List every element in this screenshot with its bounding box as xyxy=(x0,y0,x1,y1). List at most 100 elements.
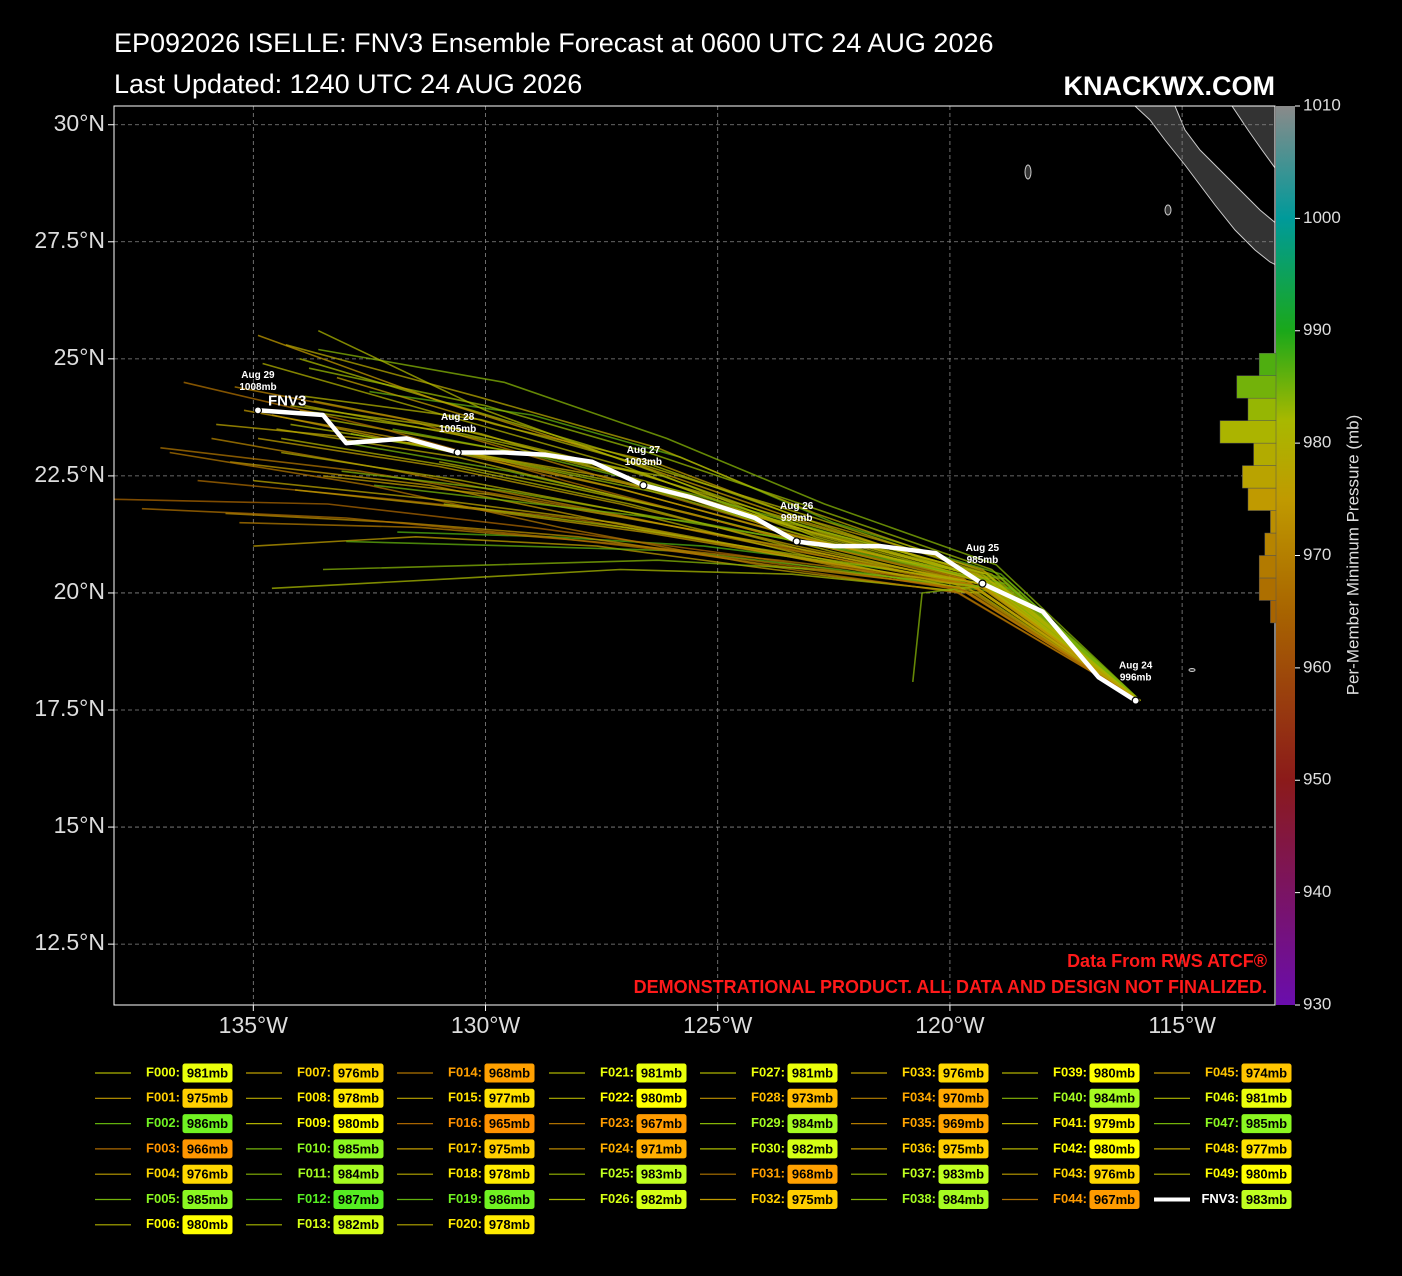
disclaimer: DEMONSTRATIONAL PRODUCT. ALL DATA AND DE… xyxy=(634,977,1267,997)
legend: F000: 981mb F001: 975mb F002: 986mb F003: 966mb… xyxy=(95,1062,1293,1236)
legend-pressure: 976mb xyxy=(943,1065,984,1080)
legend-pressure: 970mb xyxy=(943,1091,984,1106)
point-pressure: 996mb xyxy=(1120,672,1152,683)
legend-name: F043: xyxy=(1053,1166,1087,1181)
legend-pressure: 980mb xyxy=(1094,1065,1135,1080)
legend-name: F025: xyxy=(600,1166,634,1181)
legend-pressure-box xyxy=(1088,1138,1141,1160)
legend-name: F007: xyxy=(297,1064,331,1079)
legend-name: F003: xyxy=(146,1140,180,1155)
legend-pressure-box xyxy=(786,1113,839,1135)
y-tick-label: 20°N xyxy=(54,578,105,604)
point-time: Aug 28 xyxy=(441,412,475,423)
legend-pressure-box xyxy=(483,1214,536,1236)
legend-pressure: 982mb xyxy=(641,1192,682,1207)
legend-pressure: 966mb xyxy=(187,1141,228,1156)
y-tick-label: 15°N xyxy=(54,812,105,838)
y-tick-label: 22.5°N xyxy=(34,461,105,487)
legend-pressure: 975mb xyxy=(187,1091,228,1106)
tracks xyxy=(114,329,1141,705)
member-track xyxy=(317,329,1141,702)
legend-pressure-box xyxy=(635,1189,688,1210)
forecast-point xyxy=(1131,696,1140,705)
colorbar-scale xyxy=(1276,106,1295,1005)
legend-pressure-box xyxy=(1088,1062,1141,1084)
legend-name: F026: xyxy=(600,1191,634,1206)
legend-pressure-box xyxy=(937,1113,990,1135)
legend-name: F020: xyxy=(448,1216,482,1231)
legend-pressure: 981mb xyxy=(641,1065,682,1080)
forecast-point xyxy=(792,537,801,546)
histogram-bar xyxy=(1236,375,1277,399)
y-tick-label: 25°N xyxy=(54,344,105,370)
histogram-bar xyxy=(1258,577,1277,601)
legend-pressure: 967mb xyxy=(1094,1192,1135,1207)
legend-name: F037: xyxy=(902,1166,936,1181)
legend-pressure-box xyxy=(1240,1138,1293,1160)
legend-pressure-box xyxy=(483,1087,536,1109)
x-tick-label: 115°W xyxy=(1148,1012,1216,1038)
legend-pressure: 980mb xyxy=(187,1217,228,1232)
legend-name: F028: xyxy=(751,1090,785,1105)
fnv3-track xyxy=(257,408,1137,703)
legend-pressure-box xyxy=(635,1113,688,1135)
legend-pressure-box xyxy=(786,1087,839,1109)
legend-pressure-box xyxy=(181,1214,234,1236)
legend-name: F045: xyxy=(1205,1064,1239,1079)
legend-pressure: 978mb xyxy=(338,1091,379,1106)
forecast-point xyxy=(453,448,462,457)
legend-pressure: 975mb xyxy=(489,1141,530,1156)
legend-pressure-box xyxy=(1088,1113,1141,1135)
histogram-bar xyxy=(1264,532,1277,556)
legend-pressure: 979mb xyxy=(1094,1116,1135,1131)
legend-pressure: 977mb xyxy=(489,1091,530,1106)
colorbar-tick-label: 940 xyxy=(1303,882,1331,901)
legend-pressure: 986mb xyxy=(187,1116,228,1131)
legend-pressure-box xyxy=(937,1189,990,1210)
legend-pressure: 984mb xyxy=(943,1192,984,1207)
legend-name: F014: xyxy=(448,1064,482,1079)
legend-name: F021: xyxy=(600,1064,634,1079)
legend-name: F038: xyxy=(902,1191,936,1206)
legend-pressure-box xyxy=(332,1087,385,1109)
point-pressure: 999mb xyxy=(781,513,813,524)
colorbar-label: Per-Member Minimum Pressure (mb) xyxy=(1343,415,1362,696)
chart-title: EP092026 ISELLE: FNV3 Ensemble Forecast … xyxy=(114,28,994,58)
colorbar-tick-label: 1010 xyxy=(1303,95,1341,114)
legend-pressure-box xyxy=(937,1138,990,1160)
legend-name: F024: xyxy=(600,1140,634,1155)
member-track xyxy=(271,568,1141,702)
legend-pressure: 984mb xyxy=(1094,1091,1135,1106)
legend-pressure: 981mb xyxy=(187,1065,228,1080)
legend-pressure-box xyxy=(635,1138,688,1160)
legend-pressure-box xyxy=(1240,1189,1293,1210)
colorbar-tick-label: 930 xyxy=(1303,994,1331,1013)
legend-pressure: 971mb xyxy=(641,1141,682,1156)
legend-name: F005: xyxy=(146,1191,180,1206)
member-track xyxy=(285,344,1141,702)
land-mainland xyxy=(1231,106,1275,169)
legend-pressure: 981mb xyxy=(792,1065,833,1080)
legend-pressure: 973mb xyxy=(792,1091,833,1106)
legend-pressure: 981mb xyxy=(1246,1091,1287,1106)
legend-pressure-box xyxy=(1088,1163,1141,1185)
legend-pressure-box xyxy=(332,1113,385,1135)
legend-pressure: 986mb xyxy=(489,1192,530,1207)
legend-pressure-box xyxy=(1088,1087,1141,1109)
legend-pressure: 983mb xyxy=(943,1167,984,1182)
point-time: Aug 27 xyxy=(627,445,661,456)
legend-pressure-box xyxy=(332,1189,385,1210)
colorbar-tick-label: 990 xyxy=(1303,320,1331,339)
legend-pressure: 968mb xyxy=(792,1167,833,1182)
island xyxy=(1188,668,1196,672)
legend-name: F008: xyxy=(297,1090,331,1105)
legend-pressure: 980mb xyxy=(1246,1167,1287,1182)
legend-pressure: 985mb xyxy=(187,1192,228,1207)
legend-name: F018: xyxy=(448,1166,482,1181)
legend-pressure-box xyxy=(483,1062,536,1084)
histogram-bar xyxy=(1270,600,1277,624)
legend-pressure: 985mb xyxy=(1246,1116,1287,1131)
legend-name: F031: xyxy=(751,1166,785,1181)
